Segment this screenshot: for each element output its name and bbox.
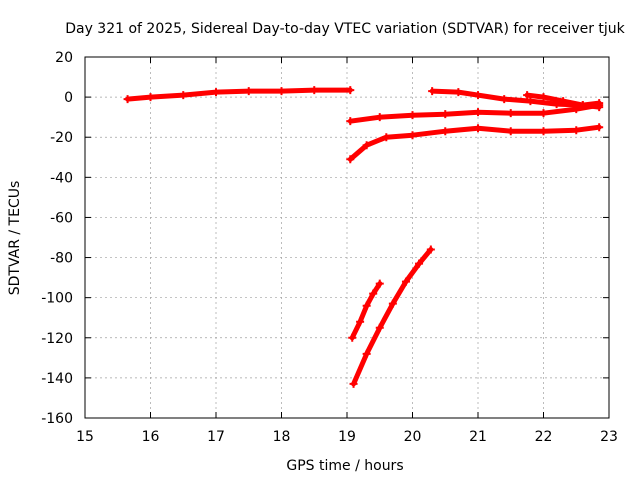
x-tick-label: 23 xyxy=(600,429,618,445)
series-arc-3 xyxy=(346,123,604,164)
series-line xyxy=(351,247,434,387)
y-tick-label: -120 xyxy=(41,331,73,347)
data-point xyxy=(348,333,357,342)
data-point xyxy=(474,108,482,117)
data-point xyxy=(146,93,155,102)
data-point xyxy=(523,91,532,100)
y-tick-label: -160 xyxy=(41,411,73,427)
data-point xyxy=(539,127,548,136)
y-tick-label: -20 xyxy=(50,130,73,146)
data-point xyxy=(572,126,581,135)
data-point xyxy=(123,95,132,104)
x-tick-label: 21 xyxy=(469,429,487,445)
y-tick-label: 0 xyxy=(64,90,73,106)
data-point xyxy=(277,87,286,96)
y-tick-label: -40 xyxy=(50,170,73,186)
data-point xyxy=(500,95,509,104)
data-point xyxy=(426,245,435,254)
data-point xyxy=(559,97,568,106)
data-point xyxy=(310,86,319,95)
data-point xyxy=(349,379,358,388)
data-point xyxy=(362,301,371,310)
data-point xyxy=(506,109,515,118)
data-point xyxy=(578,101,587,110)
data-point xyxy=(346,117,355,126)
data-point xyxy=(441,127,450,136)
series-arc-7 xyxy=(349,245,435,388)
series-line xyxy=(125,87,353,102)
y-tick-label: -140 xyxy=(41,371,73,387)
data-point xyxy=(474,91,482,100)
data-point xyxy=(408,131,417,140)
data-point xyxy=(415,259,424,268)
x-tick-label: 20 xyxy=(404,429,422,445)
data-point xyxy=(346,86,355,95)
series-line xyxy=(349,281,383,341)
series-group xyxy=(123,86,604,388)
plot-frame xyxy=(84,56,610,419)
data-point xyxy=(454,88,463,97)
data-point xyxy=(408,111,417,120)
data-point xyxy=(388,299,397,308)
x-tick-labels: 15 16 17 18 19 20 21 22 23 xyxy=(76,429,618,445)
data-point xyxy=(375,113,384,122)
y-tick-label: 20 xyxy=(55,50,73,66)
series-arc-2 xyxy=(346,101,604,126)
data-point xyxy=(506,127,515,136)
data-point xyxy=(539,109,548,118)
y-tick-label: -80 xyxy=(50,251,73,267)
data-point xyxy=(375,279,384,288)
data-point xyxy=(375,323,384,332)
data-point xyxy=(356,317,365,326)
series-arc-6 xyxy=(348,279,384,342)
data-point xyxy=(474,124,482,133)
x-tick-label: 18 xyxy=(273,429,291,445)
x-tick-label: 16 xyxy=(142,429,160,445)
data-point xyxy=(539,93,548,102)
data-point xyxy=(595,123,604,132)
data-point xyxy=(595,103,604,112)
data-point xyxy=(428,87,437,96)
y-tick-label: -60 xyxy=(50,210,73,226)
x-tick-label: 15 xyxy=(76,429,94,445)
series-line xyxy=(347,124,602,162)
data-point xyxy=(369,289,378,298)
data-point xyxy=(401,277,410,286)
data-point xyxy=(526,97,535,106)
chart-title: Day 321 of 2025, Sidereal Day-to-day VTE… xyxy=(65,21,625,37)
data-point xyxy=(362,141,371,150)
data-point xyxy=(179,91,188,100)
x-axis-label: GPS time / hours xyxy=(286,458,403,474)
x-tick-label: 19 xyxy=(338,429,356,445)
data-point xyxy=(212,88,220,97)
y-tick-label: -100 xyxy=(41,291,73,307)
data-point xyxy=(362,349,371,358)
data-point xyxy=(441,110,450,119)
x-tick-label: 22 xyxy=(535,429,553,445)
data-point xyxy=(346,155,355,164)
series-arc-5 xyxy=(523,91,604,112)
data-point xyxy=(244,87,253,96)
grid xyxy=(85,57,609,418)
series-arc-1 xyxy=(123,86,355,104)
x-tick-label: 17 xyxy=(207,429,225,445)
data-point xyxy=(382,133,391,142)
y-axis-label: SDTVAR / TECUs xyxy=(7,181,23,296)
y-tick-labels: -160 -140 -120 -100 -80 -60 -40 -20 0 20 xyxy=(41,50,73,427)
